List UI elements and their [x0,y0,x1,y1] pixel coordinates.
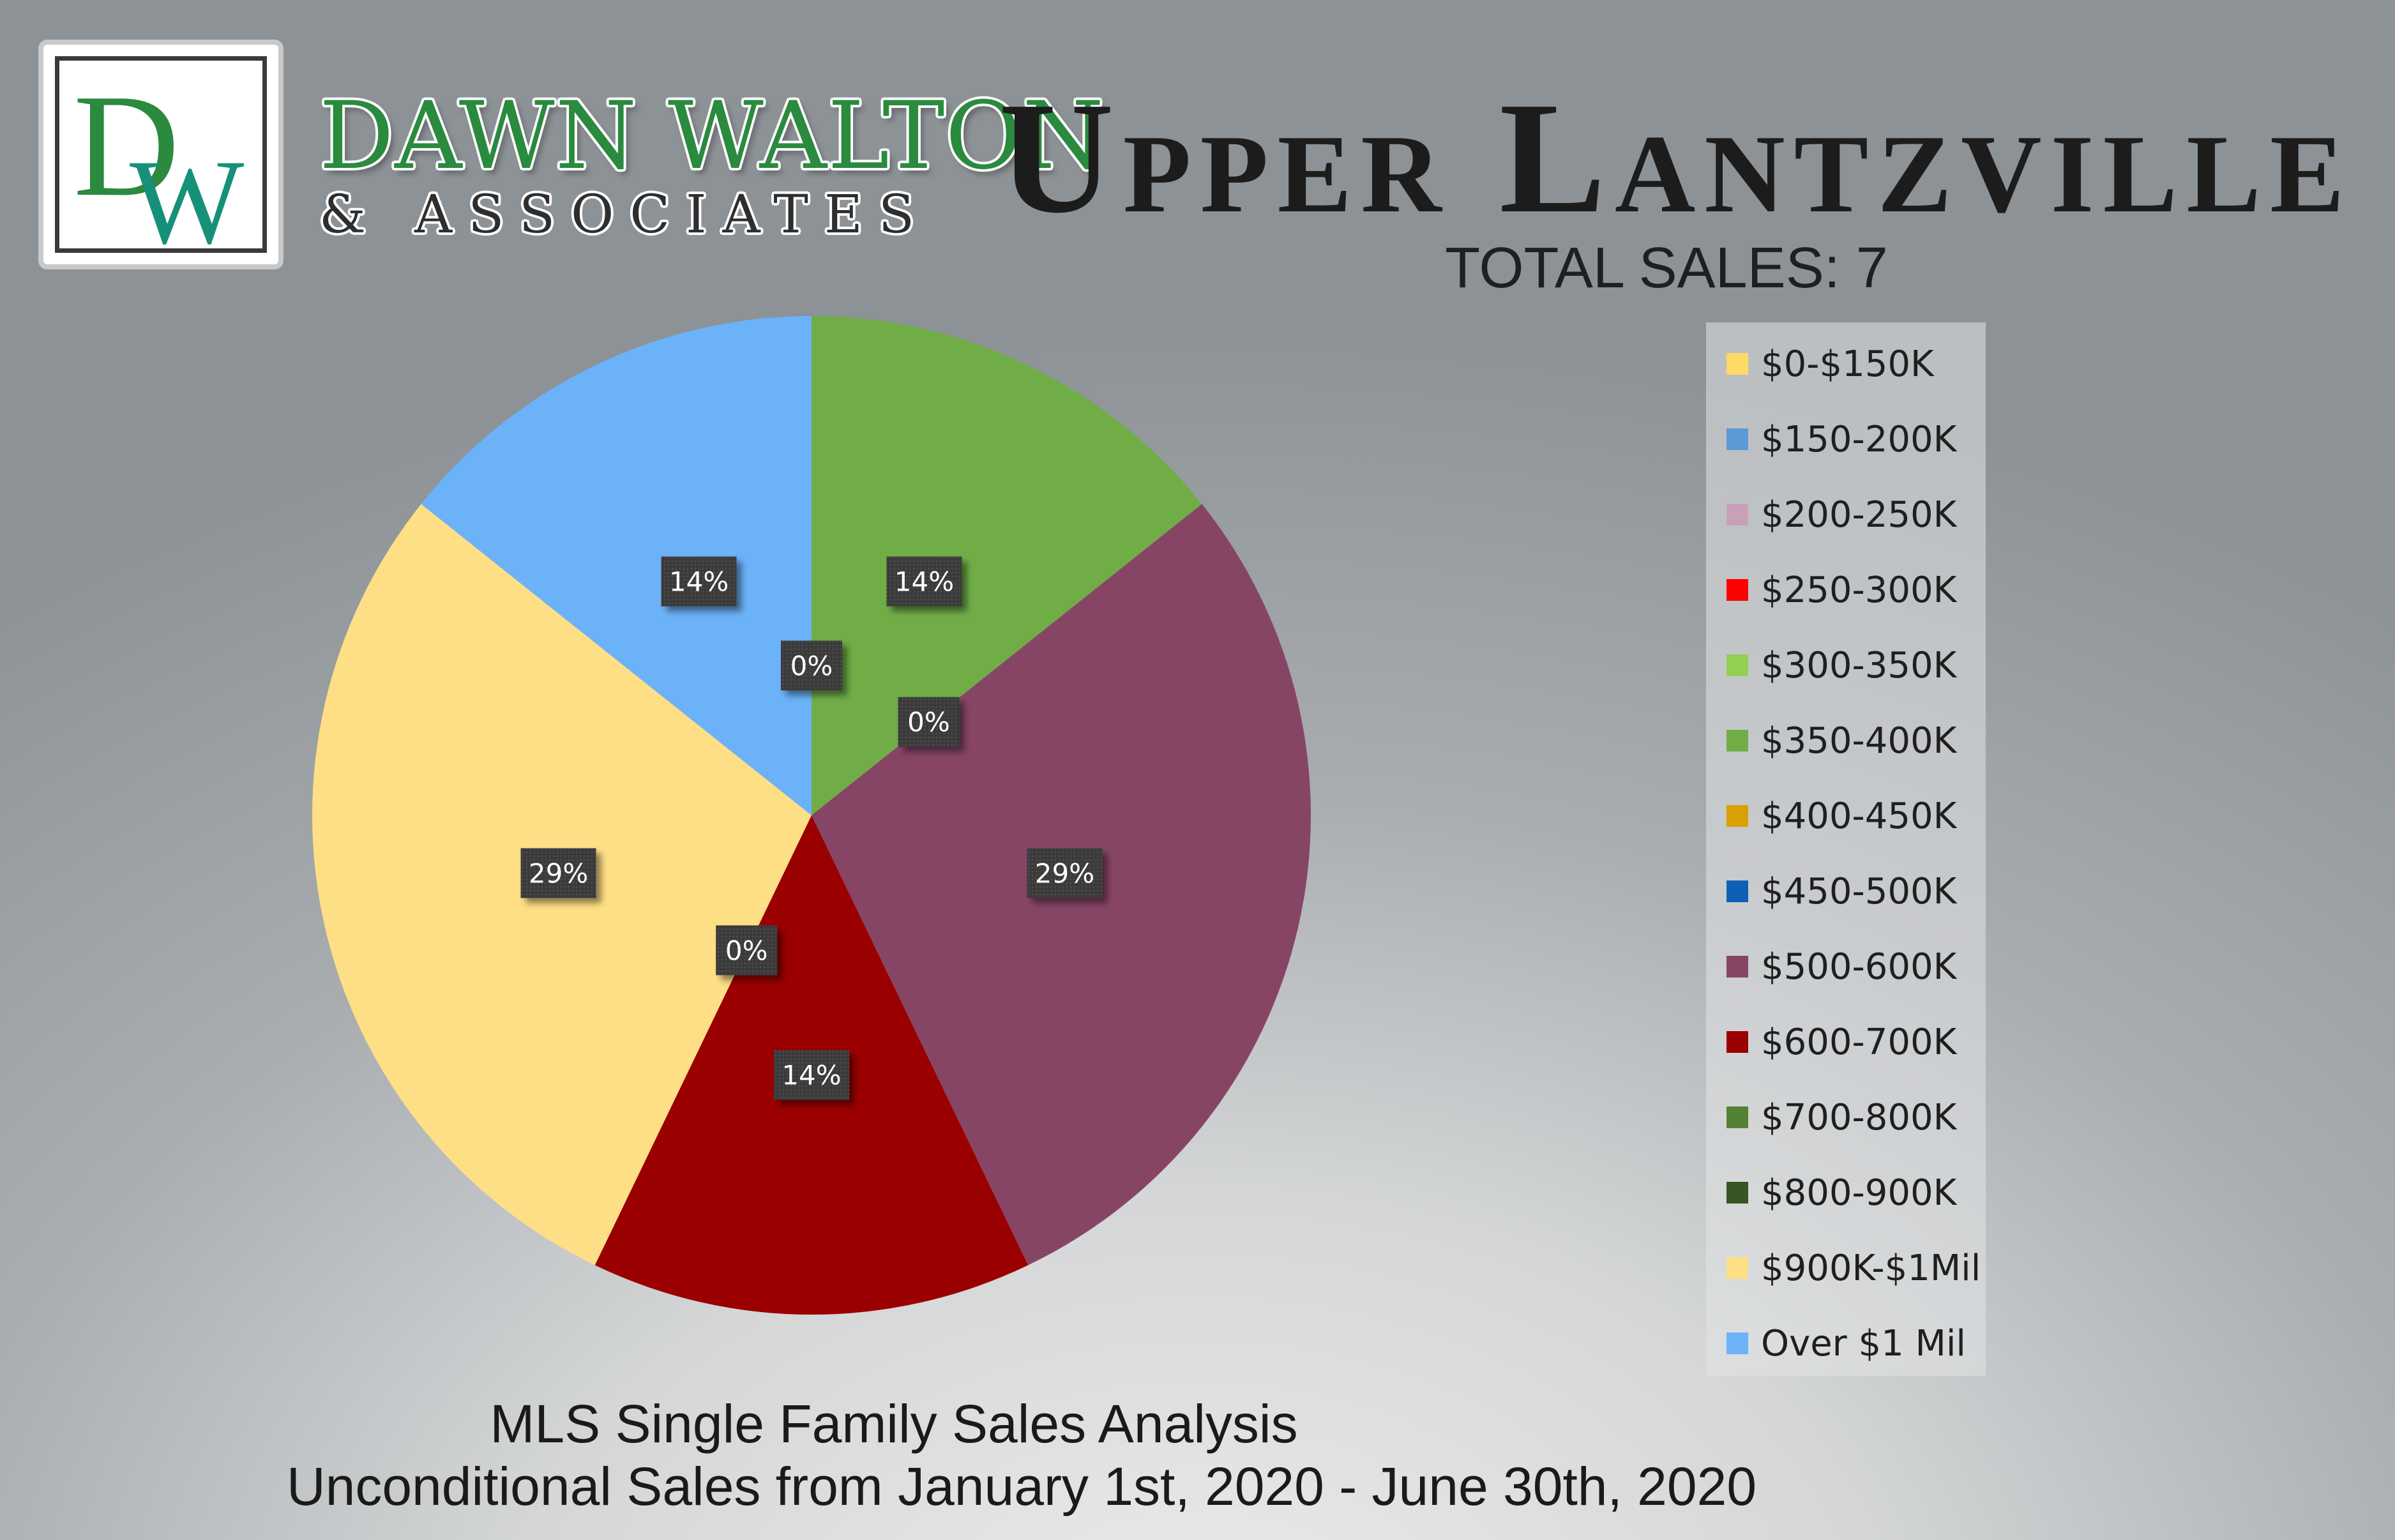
data-label-box [886,556,962,607]
data-label-text: 0% [725,935,768,966]
legend-item-450-500k: $450-500K [1726,863,1956,920]
data-label-0-150k: 0% [781,640,842,691]
legend-label: $200-250K [1761,494,1957,536]
data-label-box [1027,848,1103,898]
legend-label: $900K-$1Mil [1761,1247,1981,1289]
legend-swatch [1726,880,1748,902]
data-label-text: 29% [529,857,588,889]
legend-label: $300-350K [1761,644,1957,686]
pie-slice-350-400k [812,316,1202,815]
data-label-text: 0% [790,650,833,681]
logo-letter-w: W [130,135,244,252]
legend-swatch [1726,428,1748,450]
data-label-700-800k: 0% [716,925,778,976]
legend-label: $600-700K [1761,1021,1957,1063]
data-label-box [716,925,778,976]
page-title: Upper Lantzville [999,70,2353,246]
legend-item-350-400k: $350-400K [1726,712,1956,769]
pie-chart: 0% 14% 0% 29% 14% 0% 29% 14% [312,316,1311,1315]
data-label-600-700k: 14% [774,1050,849,1100]
legend-label: $400-450K [1761,795,1957,837]
logo-frame: D W [38,40,283,269]
legend-item-500-600k: $500-600K [1726,938,1956,995]
legend-item-250-300k: $250-300K [1726,561,1956,619]
data-label-350-400k: 14% [886,556,962,607]
legend-swatch [1726,1332,1748,1354]
legend-label: Over $1 Mil [1761,1322,1966,1364]
legend-label: $800-900K [1761,1172,1957,1214]
legend-item-900k-1mil: $900K-$1Mil [1726,1239,1981,1297]
data-label-over-1-mil: 14% [661,556,737,607]
data-label-900k-1mil: 29% [520,848,596,898]
legend-label: $450-500K [1761,870,1957,912]
data-label-box [520,848,596,898]
legend-item-0-150k: $0-$150K [1726,335,1934,393]
legend-item-800-900k: $800-900K [1726,1164,1956,1221]
data-label-text: 14% [669,566,729,598]
logo-letter-d: D [73,64,179,227]
legend-swatch [1726,1182,1748,1204]
data-label-500-600k: 29% [1027,848,1103,898]
legend-swatch [1726,805,1748,827]
logo-monogram-icon: D W [73,64,244,252]
legend-label: $0-$150K [1761,343,1934,385]
total-sales: TOTAL SALES: 7 [1445,236,1888,300]
legend-item-700-800k: $700-800K [1726,1089,1956,1146]
data-label-box [661,556,737,607]
legend-swatch [1726,654,1748,676]
data-label-text: 14% [782,1060,841,1091]
pie-slice-over-1-mil [421,316,812,815]
legend-swatch [1726,504,1748,525]
legend-swatch [1726,1257,1748,1279]
legend-item-400-450k: $400-450K [1726,787,1956,845]
legend-swatch [1726,1106,1748,1128]
data-label-400-450k: 0% [898,697,960,747]
legend-swatch [1726,353,1748,375]
data-label-text: 0% [907,707,950,738]
chart-legend: $0-$150K $150-200K $200-250K $250-300K $300-… [1706,322,1986,1376]
legend-label: $350-400K [1761,720,1957,762]
legend-swatch [1726,956,1748,978]
legend-label: $150-200K [1761,418,1957,460]
brand-subname: & ASSOCIATES [319,185,931,245]
legend-swatch [1726,1031,1748,1053]
legend-item-600-700k: $600-700K [1726,1013,1956,1071]
data-label-text: 29% [1035,857,1094,889]
footer-title: MLS Single Family Sales Analysis [490,1394,1298,1454]
legend-label: $700-800K [1761,1096,1957,1138]
data-label-box [898,697,960,747]
data-label-box [781,640,842,691]
legend-item-200-250k: $200-250K [1726,486,1956,543]
legend-item-300-350k: $300-350K [1726,637,1956,694]
legend-item-over-1-mil: Over $1 Mil [1726,1315,1966,1372]
legend-label: $500-600K [1761,946,1957,988]
legend-item-150-200k: $150-200K [1726,411,1956,468]
logo-border: D W [55,56,267,253]
data-label-text: 14% [895,566,954,598]
footer-subtitle: Unconditional Sales from January 1st, 20… [286,1456,1757,1516]
legend-swatch [1726,579,1748,601]
legend-label: $250-300K [1761,569,1957,611]
data-label-box [774,1050,849,1100]
legend-swatch [1726,730,1748,751]
